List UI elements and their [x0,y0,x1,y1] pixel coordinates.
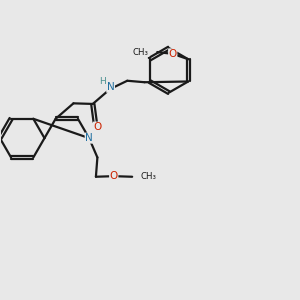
Text: O: O [110,171,118,181]
Text: O: O [93,122,102,132]
Text: N: N [85,133,93,143]
Text: O: O [169,49,177,59]
Text: CH₃: CH₃ [140,172,157,181]
Text: N: N [107,82,115,92]
Text: H: H [99,77,106,86]
Text: CH₃: CH₃ [133,48,149,57]
